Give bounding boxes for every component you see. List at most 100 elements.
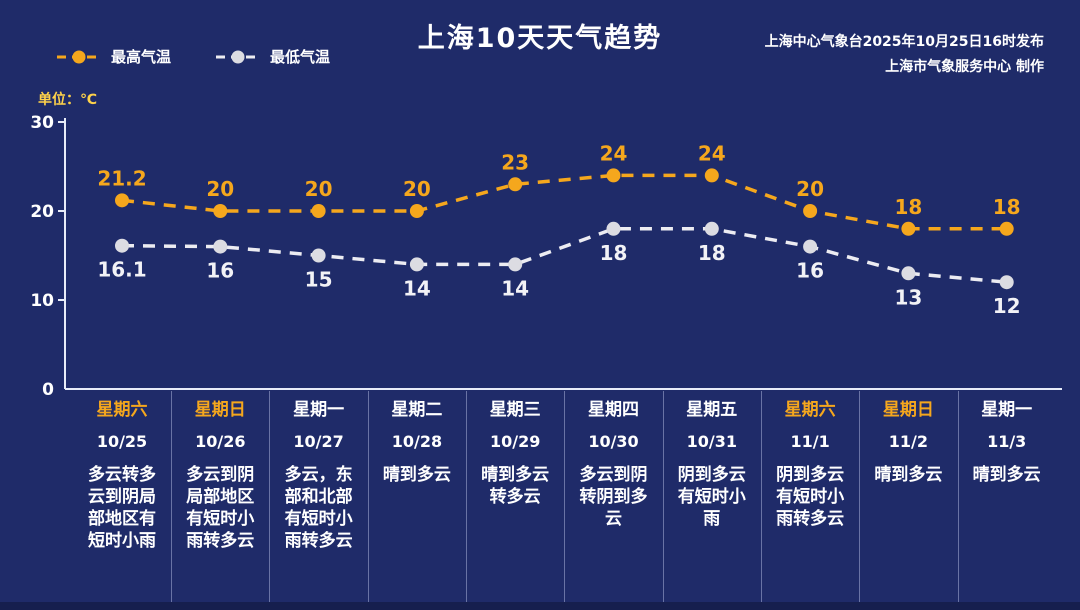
source-info: 上海中心气象台2025年10月25日16时发布 上海市气象服务中心 制作 <box>765 30 1044 80</box>
max-temp-point <box>409 204 424 218</box>
max-temp-point <box>508 177 523 192</box>
weather-description: 晴到多云转多云 <box>481 465 550 507</box>
weather-description: 多云到阴转阴到多云 <box>579 465 648 529</box>
weekday-label: 星期三 <box>489 400 541 420</box>
weekday-label: 星期二 <box>391 400 443 420</box>
min-temp-point <box>999 275 1014 290</box>
min-temp-line <box>121 227 1007 284</box>
day-column: 星期四 10/30 多云到阴转阴到多云 <box>565 395 663 530</box>
min-temp-point <box>704 221 719 236</box>
min-temp-value: 18 <box>600 241 628 265</box>
max-temp-line <box>121 173 1007 231</box>
date-label: 10/29 <box>490 432 541 451</box>
unit-label: 单位：℃ <box>38 92 97 108</box>
day-column: 星期一 10/27 多云，东部和北部有短时小雨转多云 <box>270 395 368 552</box>
max-temp-legend-icon <box>57 50 101 63</box>
max-temp-value: 20 <box>305 177 333 201</box>
legend-item-min: 最低气温 <box>215 46 330 67</box>
day-column: 星期一 11/3 晴到多云 <box>958 395 1056 486</box>
legend-min-label: 最低气温 <box>270 48 331 66</box>
column-divider <box>760 391 762 602</box>
y-tick-label: 10 <box>30 291 54 311</box>
max-temp-value: 18 <box>993 195 1021 219</box>
column-divider <box>957 391 959 602</box>
column-divider <box>269 391 271 602</box>
weekday-label: 星期五 <box>686 400 738 420</box>
column-divider <box>171 391 173 602</box>
column-divider <box>367 391 369 602</box>
min-temp-point <box>508 257 523 272</box>
max-temp-value: 20 <box>206 177 234 201</box>
day-column: 星期二 10/28 晴到多云 <box>368 395 466 486</box>
legend: 最高气温 最低气温 <box>56 46 330 67</box>
weekday-label: 星期六 <box>96 400 148 420</box>
max-temp-point <box>803 204 818 218</box>
date-label: 10/26 <box>195 432 246 451</box>
y-tick-label: 30 <box>30 113 54 133</box>
page-title: 上海10天天气趋势 <box>417 23 663 54</box>
max-temp-point <box>901 221 916 236</box>
min-temp-value: 14 <box>403 276 431 300</box>
min-temp-value: 16 <box>206 259 234 283</box>
column-divider <box>859 391 861 602</box>
date-label: 11/3 <box>987 432 1027 451</box>
max-temp-value: 24 <box>698 141 726 165</box>
max-temp-value: 24 <box>600 141 628 165</box>
column-divider <box>564 391 566 602</box>
date-label: 10/27 <box>293 432 344 451</box>
weekday-label: 星期四 <box>588 400 639 420</box>
max-temp-point <box>704 168 719 183</box>
max-temp-value: 20 <box>403 177 431 201</box>
min-temp-point <box>115 238 129 253</box>
min-temp-value: 16 <box>796 259 824 283</box>
y-tick-label: 0 <box>42 380 54 400</box>
legend-item-max: 最高气温 <box>56 46 171 67</box>
weekday-label: 星期一 <box>981 400 1033 420</box>
weekday-label: 星期六 <box>784 400 836 420</box>
min-temp-point <box>606 221 621 236</box>
day-column: 星期三 10/29 晴到多云转多云 <box>466 395 564 508</box>
weekday-label: 星期日 <box>194 400 246 420</box>
max-temp-point <box>606 168 621 183</box>
max-temp-point <box>213 204 228 218</box>
max-temp-value: 20 <box>796 177 824 201</box>
max-temp-value: 21.2 <box>97 166 146 190</box>
weekday-label: 星期一 <box>293 400 345 420</box>
weather-description: 阴到多云有短时小雨 <box>677 465 746 529</box>
min-temp-value: 14 <box>501 276 529 300</box>
max-temp-point <box>311 204 326 218</box>
date-label: 10/31 <box>686 432 737 451</box>
min-temp-point <box>213 239 228 254</box>
weather-description: 阴到多云有短时小雨转多云 <box>776 465 845 529</box>
max-temp-value: 18 <box>894 195 922 219</box>
legend-max-label: 最高气温 <box>111 48 172 66</box>
day-column: 星期日 11/2 晴到多云 <box>859 395 957 486</box>
weather-description: 多云到阴局部地区有短时小雨转多云 <box>186 465 255 551</box>
weather-description: 多云，东部和北部有短时小雨转多云 <box>284 465 353 551</box>
weekday-label: 星期日 <box>882 400 934 420</box>
source-line1: 上海中心气象台2025年10月25日16时发布 <box>764 34 1044 50</box>
min-temp-value: 16.1 <box>97 258 146 282</box>
min-temp-value: 13 <box>894 285 922 309</box>
column-divider <box>466 391 467 602</box>
source-line2: 上海市气象服务中心 制作 <box>885 59 1044 75</box>
max-temp-value: 23 <box>501 150 529 174</box>
weather-description: 晴到多云 <box>382 465 451 485</box>
day-column: 星期五 10/31 阴到多云有短时小雨 <box>663 395 761 530</box>
max-temp-point <box>999 221 1014 236</box>
day-column: 星期六 10/25 多云转多云到阴局部地区有短时小雨 <box>73 395 171 552</box>
y-tick-label: 20 <box>30 202 54 222</box>
date-label: 11/2 <box>888 432 929 451</box>
day-column: 星期日 10/26 多云到阴局部地区有短时小雨转多云 <box>171 395 269 552</box>
min-temp-legend-icon <box>216 50 261 63</box>
bottom-bar <box>0 602 1080 610</box>
min-temp-point <box>803 239 818 254</box>
min-temp-value: 15 <box>305 268 333 292</box>
date-label: 10/28 <box>391 432 443 451</box>
column-divider <box>662 391 664 602</box>
date-label: 11/1 <box>790 432 830 451</box>
date-label: 10/30 <box>588 432 639 451</box>
max-temp-point <box>115 193 129 208</box>
min-temp-point <box>901 266 916 281</box>
